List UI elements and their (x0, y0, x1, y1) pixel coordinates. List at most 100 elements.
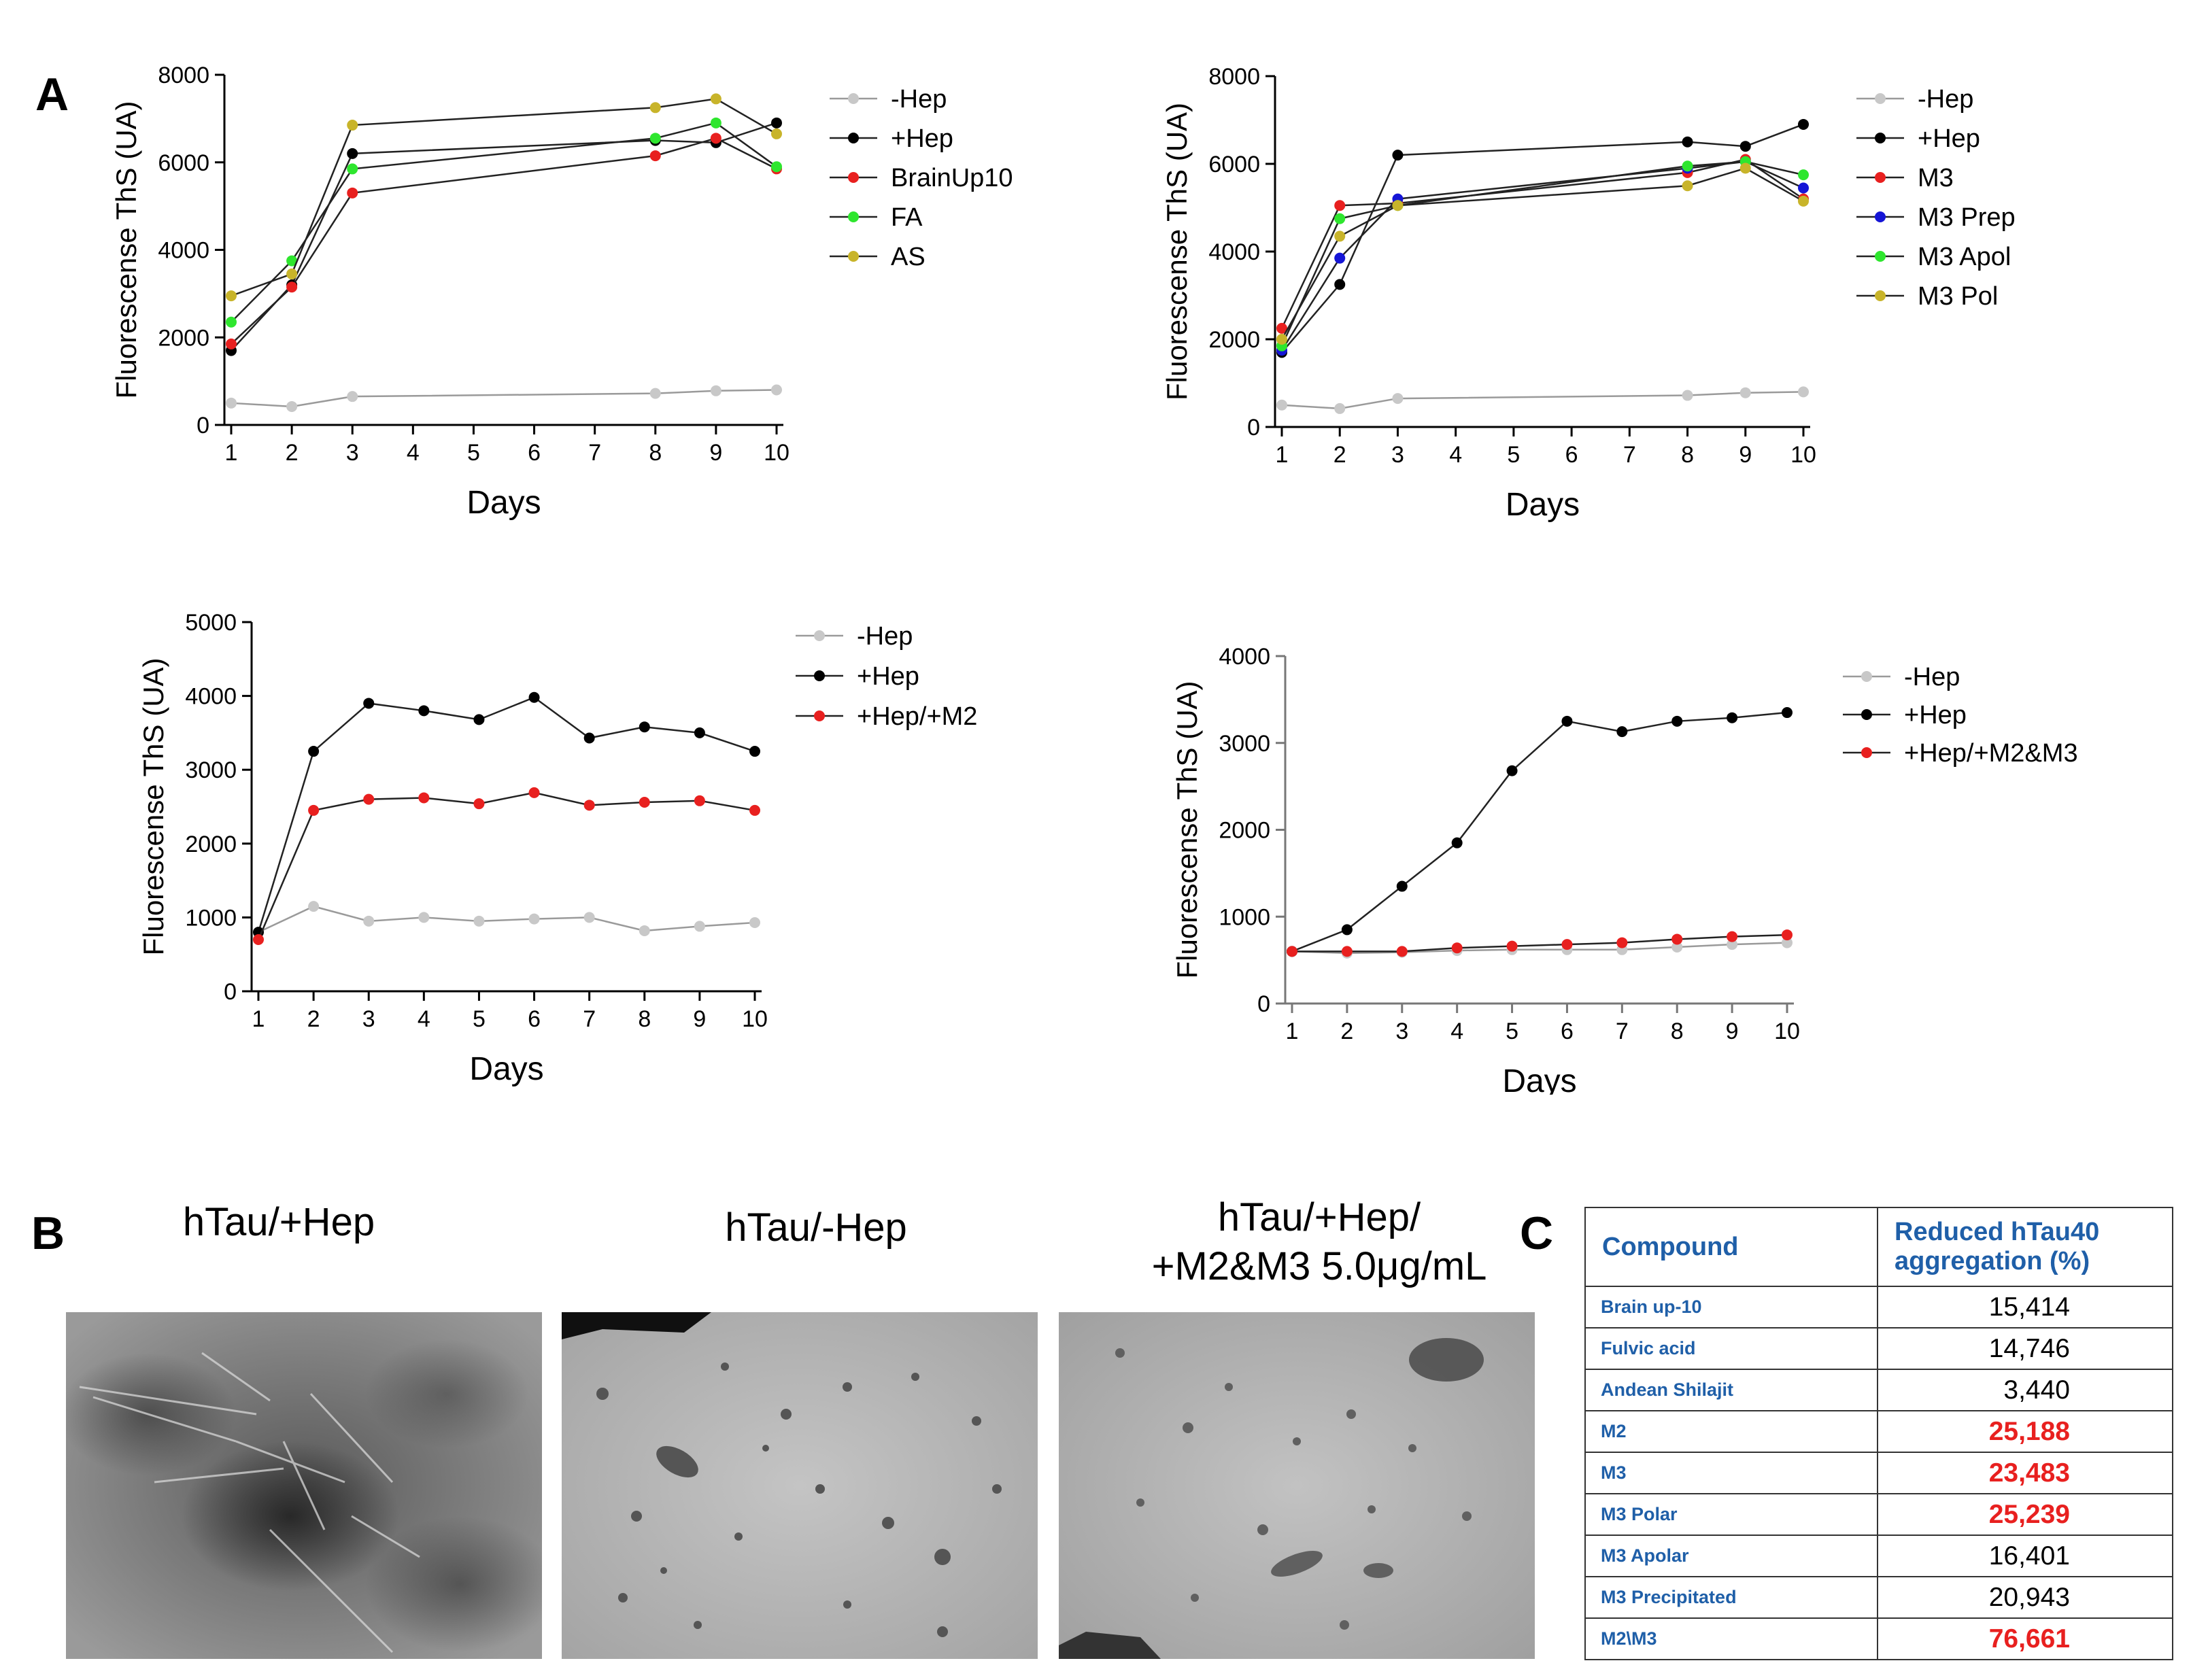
y-tick-label: 0 (1247, 415, 1260, 441)
legend-marker (848, 172, 859, 183)
y-tick-label: 2000 (1219, 818, 1270, 844)
series-line (231, 98, 777, 297)
data-point (226, 397, 237, 409)
data-point (1671, 933, 1683, 945)
data-point (710, 385, 721, 396)
y-tick-label: 2000 (158, 325, 209, 351)
series-line (1280, 160, 1804, 351)
y-tick-label: 0 (197, 413, 209, 439)
series-line (231, 122, 777, 323)
x-axis-label: Days (469, 1051, 543, 1087)
data-point (1392, 200, 1404, 211)
x-tick-label: 1 (1276, 442, 1289, 468)
table-row: M3 23,483 (1584, 1452, 2173, 1494)
x-tick-label: 9 (709, 440, 722, 466)
table-cell-value: 25,239 (1877, 1493, 2173, 1536)
data-point (528, 691, 540, 703)
series-line (258, 905, 755, 933)
x-tick-label: 4 (1450, 1018, 1463, 1044)
legend-label: -Hep (857, 622, 913, 651)
series-line (231, 137, 777, 345)
legend-marker (1861, 747, 1872, 758)
legend-marker (1875, 172, 1886, 183)
data-point (1782, 937, 1793, 948)
x-tick-label: 5 (1507, 442, 1520, 468)
data-point (1561, 715, 1573, 727)
table-cell-value: 15,414 (1877, 1286, 2173, 1328)
data-point (1506, 765, 1518, 776)
data-point (1727, 931, 1738, 942)
data-point (694, 795, 705, 806)
data-point (363, 915, 375, 927)
tem-title-2: hTau/-Hep (725, 1205, 907, 1250)
table-cell-compound: M2\M3 (1584, 1617, 1878, 1660)
data-point (694, 727, 705, 738)
x-tick-label: 5 (473, 1006, 486, 1032)
data-point (1739, 162, 1751, 174)
data-point (1798, 386, 1809, 398)
data-point (1276, 399, 1287, 411)
series-line (1280, 167, 1804, 340)
x-tick-label: 10 (742, 1006, 768, 1032)
table-row: M2 25,188 (1584, 1410, 2173, 1453)
data-point (1682, 390, 1693, 401)
series-line (257, 696, 755, 933)
data-point (1798, 169, 1809, 181)
legend-label: FA (891, 203, 923, 232)
legend-marker (1875, 93, 1886, 104)
y-tick-label: 4000 (1208, 239, 1260, 265)
legend-label: +Hep/+M2 (857, 702, 977, 731)
table-cell-compound: Fulvic acid (1584, 1327, 1878, 1370)
series-line (1292, 933, 1788, 953)
data-point (1727, 939, 1738, 950)
legend-marker (848, 133, 859, 143)
data-point (649, 133, 661, 144)
x-tick-label: 8 (1681, 442, 1694, 468)
x-axis-label: Days (466, 485, 541, 521)
table-cell-compound: M3 Apolar (1584, 1535, 1878, 1577)
y-tick-label: 1000 (185, 905, 237, 931)
data-point (1739, 141, 1751, 152)
series-line (1280, 160, 1804, 347)
data-point (363, 793, 375, 805)
data-point (1334, 213, 1346, 224)
data-point (418, 912, 430, 923)
table-cell-value: 14,746 (1877, 1327, 2173, 1370)
x-tick-label: 5 (467, 440, 480, 466)
legend-marker (1875, 251, 1886, 262)
data-point (1392, 150, 1404, 161)
legend-marker (848, 93, 859, 104)
x-tick-label: 2 (1340, 1018, 1353, 1044)
y-tick-label: 3000 (1219, 731, 1270, 757)
legend-label: +Hep (891, 124, 953, 153)
legend-marker (814, 670, 825, 681)
table-cell-compound: M3 Polar (1584, 1493, 1878, 1536)
table-cell-value: 20,943 (1877, 1576, 2173, 1619)
y-axis-label: Fluorescense ThS (UA) (137, 657, 169, 955)
data-point (286, 400, 298, 412)
y-tick-label: 1000 (1219, 904, 1270, 930)
legend-label: +Hep (857, 662, 919, 691)
legend-label: AS (891, 243, 925, 271)
data-point (639, 925, 650, 936)
x-tick-label: 3 (1395, 1018, 1408, 1044)
data-point (749, 917, 760, 929)
data-point (649, 102, 661, 114)
table-cell-compound: Andean Shilajit (1584, 1369, 1878, 1411)
data-point (418, 705, 430, 717)
series-line (1281, 391, 1804, 410)
data-point (1276, 334, 1287, 345)
tem-title-3: hTau/+Hep/ +M2&M3 5.0μg/mL (1061, 1193, 1578, 1291)
data-point (1334, 230, 1346, 242)
data-point (347, 148, 358, 159)
data-point (1334, 252, 1346, 264)
data-point (1671, 941, 1683, 953)
y-tick-label: 0 (224, 979, 237, 1005)
series-line (257, 791, 755, 940)
data-point (1334, 200, 1346, 211)
data-point (308, 804, 320, 816)
x-tick-label: 2 (1334, 442, 1346, 468)
legend-marker (848, 211, 859, 222)
legend-marker (1875, 211, 1886, 222)
legend-label: M3 Pol (1918, 282, 1998, 311)
